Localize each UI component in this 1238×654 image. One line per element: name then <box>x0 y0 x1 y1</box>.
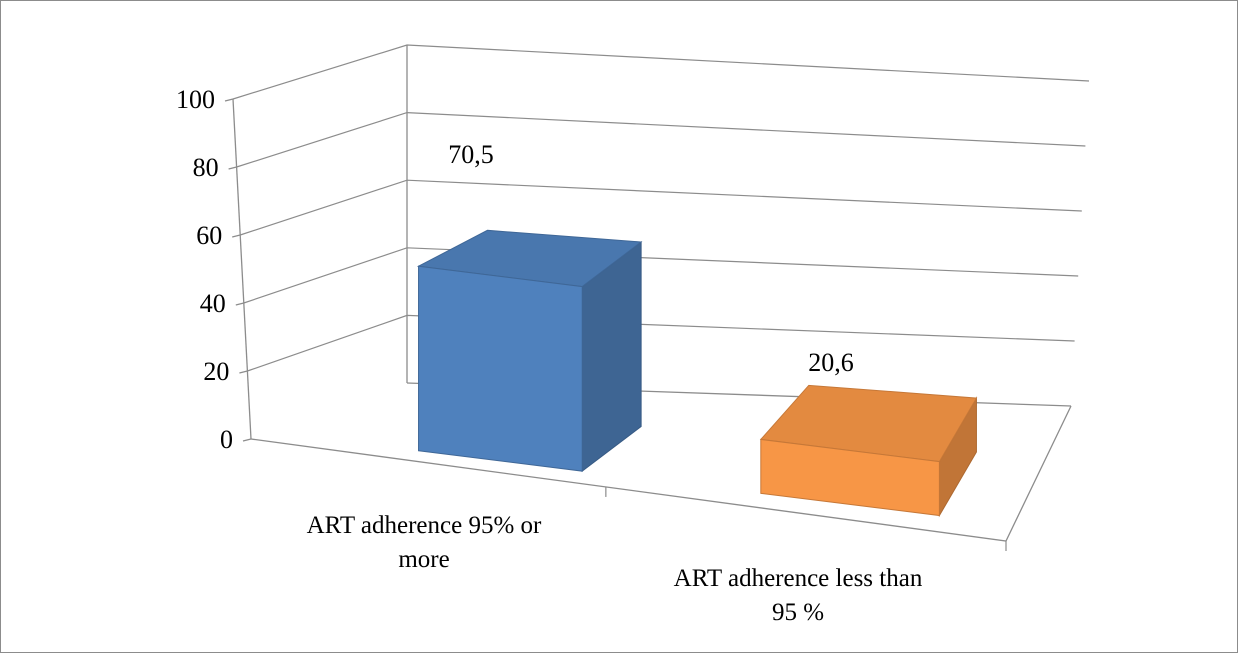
y-tick-label: 80 <box>193 153 219 182</box>
category-label: ART adherence 95% or more <box>307 512 542 573</box>
y-axis-line <box>232 98 252 440</box>
category-label: ART adherence less than 95 % <box>674 565 923 626</box>
gridline <box>232 44 1090 100</box>
chart-labels: 0 20 40 60 80 100 70,5 20,6 ART adherence 95% or… <box>176 85 923 626</box>
y-tick-mark <box>235 302 244 306</box>
y-tick-mark <box>224 98 234 102</box>
gridline <box>243 247 1079 304</box>
gridline <box>236 111 1086 168</box>
gridline <box>240 179 1082 236</box>
y-tick-label: 20 <box>203 357 229 386</box>
y-axis-ticks <box>224 98 1007 551</box>
y-tick-label: 100 <box>176 85 215 114</box>
y-tick-label: 0 <box>220 425 233 454</box>
data-label: 70,5 <box>448 140 494 169</box>
bars <box>416 229 978 518</box>
category-label-line: ART adherence 95% or <box>307 512 542 539</box>
y-tick-mark <box>228 166 237 170</box>
y-tick-mark <box>239 370 248 374</box>
y-tick-mark <box>242 438 252 442</box>
bar-1 <box>416 229 643 473</box>
y-tick-label: 40 <box>200 289 226 318</box>
category-label-line: ART adherence less than <box>674 565 923 592</box>
data-label: 20,6 <box>808 348 854 377</box>
bar-2 <box>759 384 978 518</box>
y-tick-mark <box>232 234 241 238</box>
y-tick-label: 60 <box>196 221 222 250</box>
gridlines <box>232 44 1090 372</box>
bar-front <box>760 438 940 517</box>
gridline <box>247 314 1075 372</box>
category-label-line: more <box>398 546 449 573</box>
category-label-line: 95 % <box>772 599 824 626</box>
bar-front <box>418 265 583 472</box>
